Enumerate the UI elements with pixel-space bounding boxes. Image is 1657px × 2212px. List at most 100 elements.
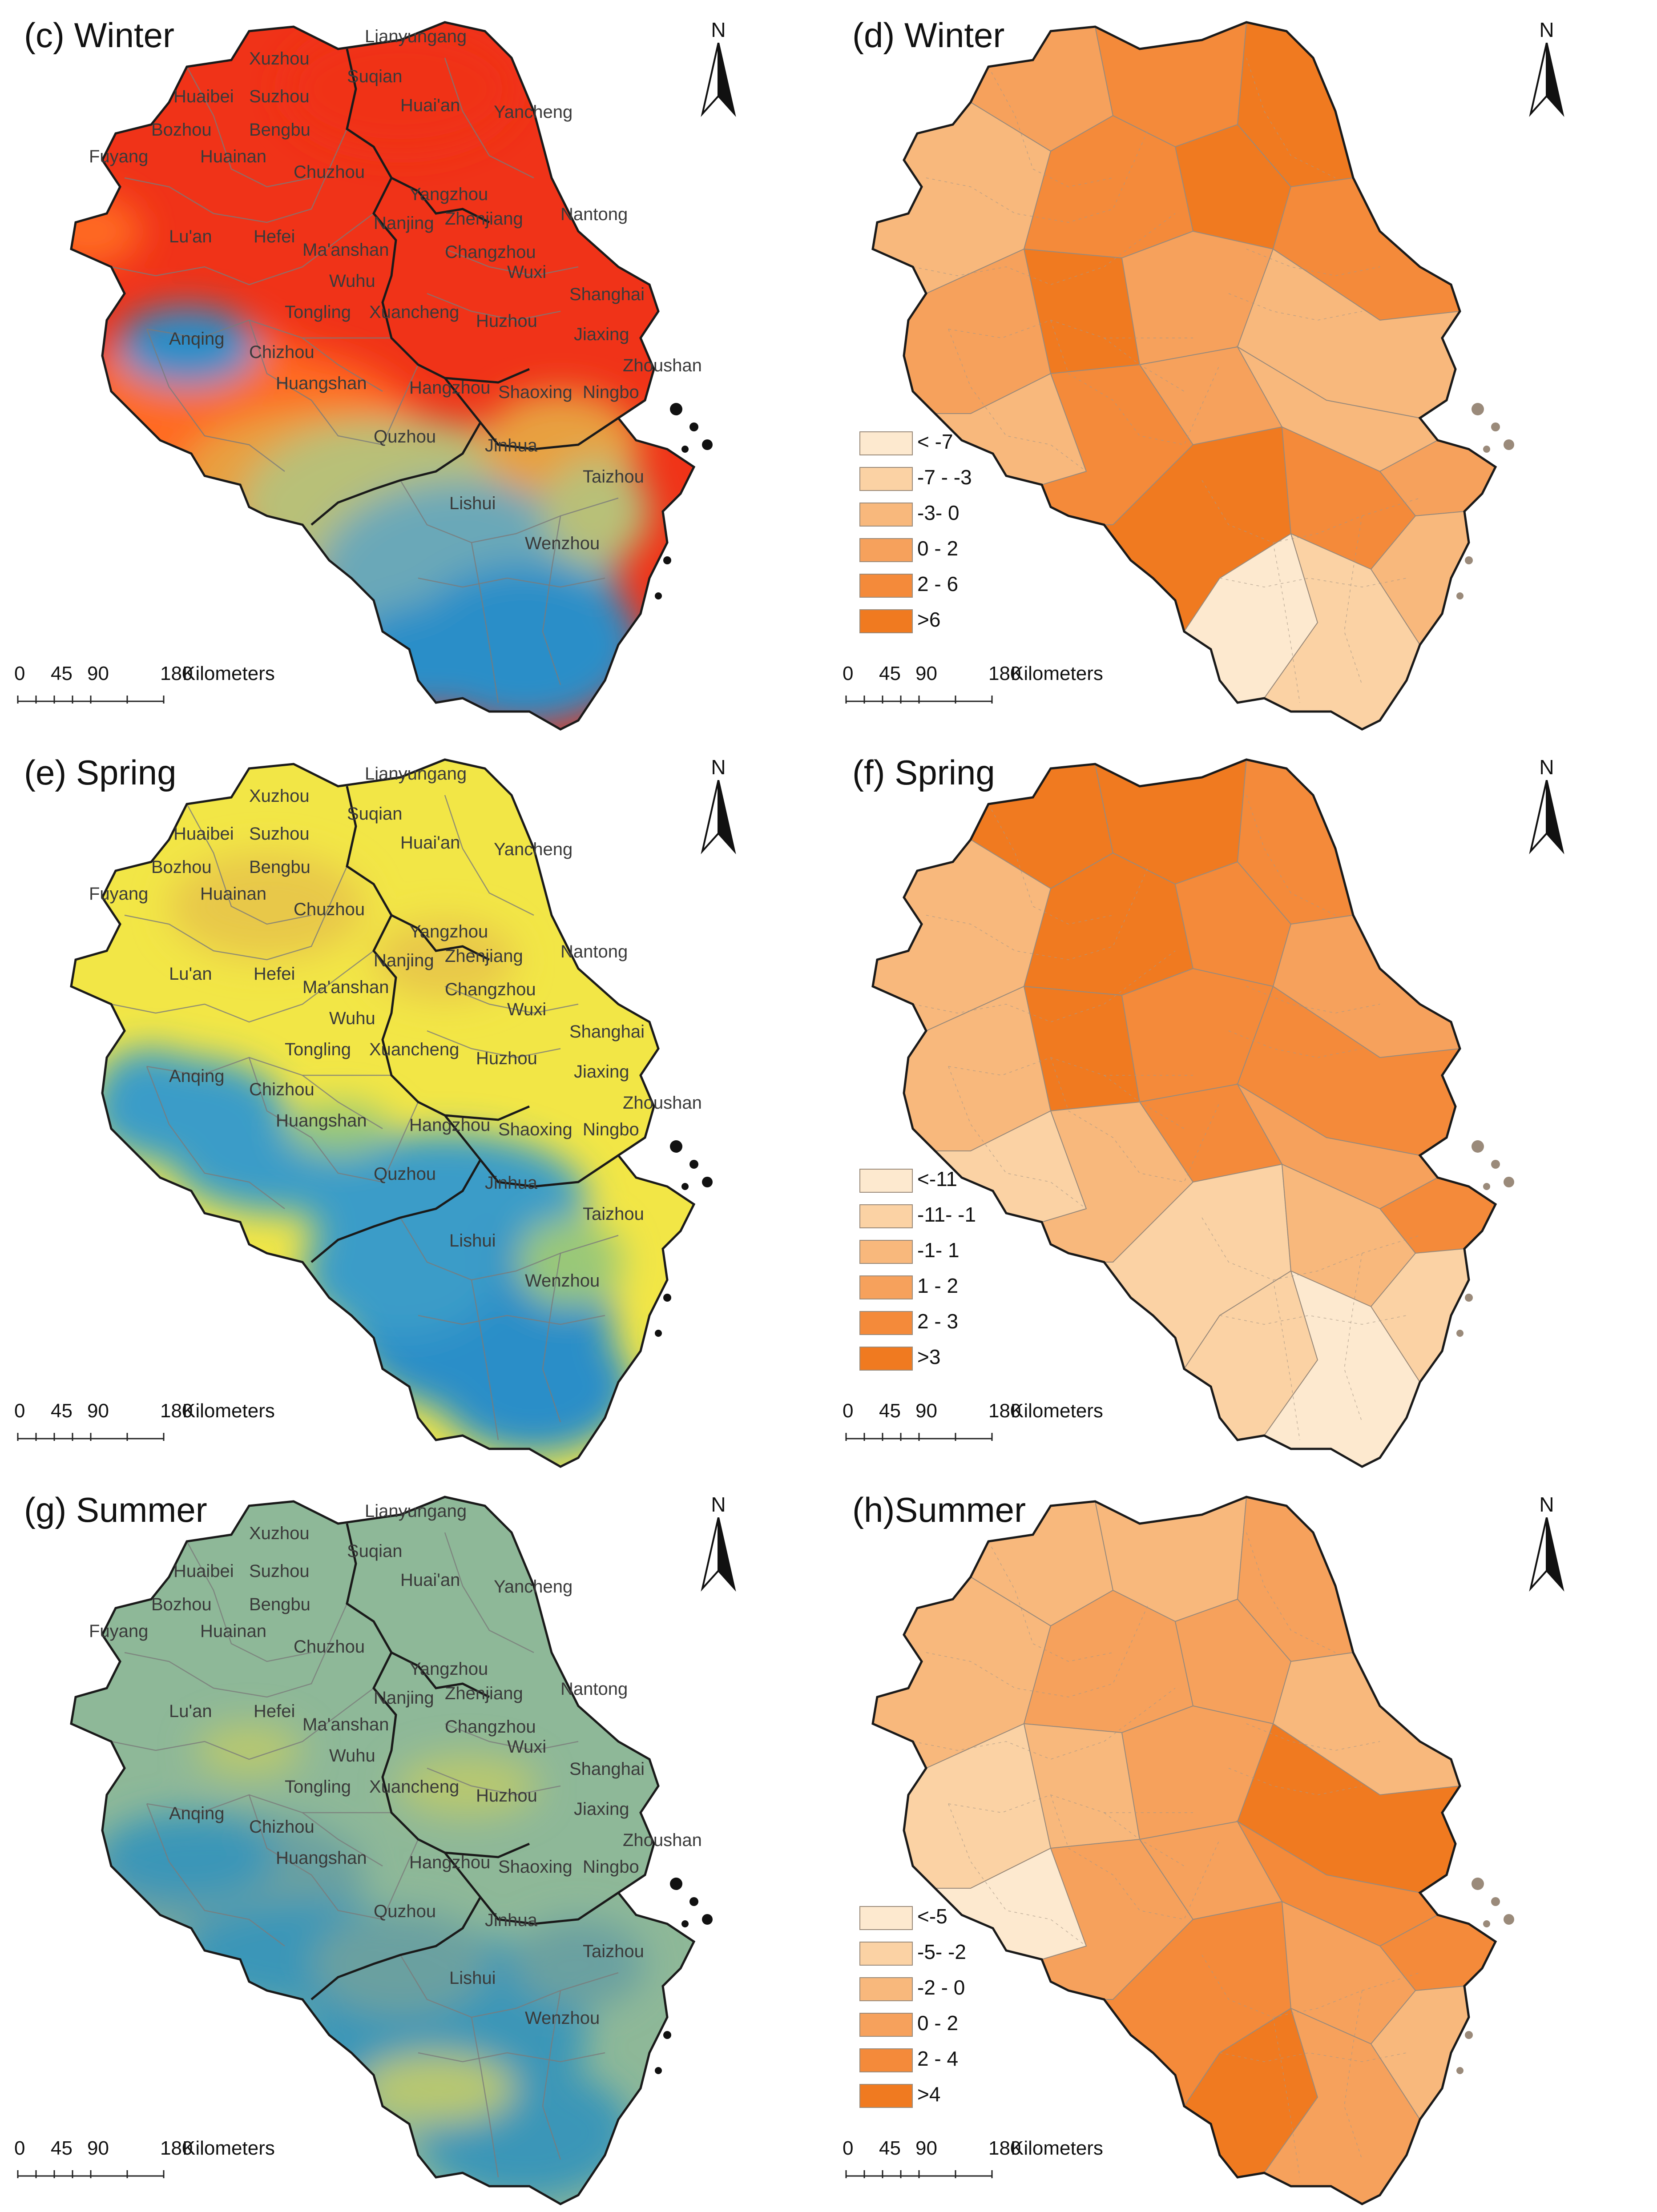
city-label: Jiaxing [574, 325, 629, 344]
city-label: Bengbu [249, 1595, 310, 1614]
district-line [1246, 1532, 1336, 1653]
city-label: Zhenjiang [445, 946, 523, 966]
raster-patch [543, 458, 649, 565]
city-label: Nantong [560, 942, 628, 961]
panel-title: (e) Spring [24, 753, 177, 792]
legend-label: 1 - 2 [917, 1274, 959, 1297]
legend-label: >3 [917, 1345, 941, 1368]
north-arrow-icon [1529, 780, 1564, 855]
map-panel-f: (f) Spring <-11 -11- -1 -1- 1 1 - 2 2 - 3 >3 N 0… [828, 737, 1657, 1475]
raster-patch [196, 1724, 302, 1777]
city-label: Taizhou [583, 1942, 644, 1961]
scale-tick-label: 45 [879, 1400, 901, 1422]
district-boundary [111, 1688, 374, 1760]
raster-patch [285, 1102, 391, 1155]
city-label: Wuxi [507, 262, 547, 282]
legend-swatch [859, 431, 913, 455]
legend-item: 0 - 2 [859, 534, 1046, 569]
province-border [310, 422, 482, 526]
legend-item: >4 [859, 2079, 1046, 2115]
island [1465, 556, 1473, 564]
district-boundary [444, 248, 579, 277]
island [681, 1183, 689, 1190]
city-label: Anqing [169, 1804, 225, 1823]
district-line [912, 213, 1176, 285]
city-label: Yangzhou [409, 185, 488, 204]
district-line [1246, 986, 1380, 1013]
city-label: Huainan [200, 1621, 267, 1641]
legend-item: 1 - 2 [859, 1271, 1046, 1307]
city-label: Hefei [254, 227, 295, 246]
city-label: Shaoxing [498, 1857, 572, 1877]
legend-swatch [859, 609, 913, 633]
district-line [1246, 795, 1336, 916]
scale-tick-label: 180 [160, 2137, 193, 2159]
raster-patch [116, 307, 258, 387]
city-label: Wenzhou [525, 2008, 600, 2028]
city-label: Suqian [347, 1541, 403, 1561]
city-label: Nanjing [374, 213, 434, 233]
city-label: Changzhou [445, 242, 536, 262]
island [1504, 439, 1514, 450]
scale-bar-graphic [17, 1433, 165, 1441]
city-label: Ma'anshan [302, 240, 389, 260]
district-boundary [186, 804, 312, 925]
city-label: Huaibei [173, 87, 234, 106]
north-arrow: N [694, 1492, 743, 1595]
north-arrow: N [1522, 18, 1571, 120]
scale-tick-label: 45 [879, 663, 901, 684]
island [1491, 422, 1500, 431]
district-boundary [418, 2052, 605, 2063]
north-arrow-icon [1529, 1517, 1564, 1592]
district-line [926, 129, 1149, 223]
district-line [1104, 1075, 1185, 1129]
panel-title: (c) Winter [24, 16, 174, 55]
district-line [1273, 1279, 1300, 1440]
city-label: Chizhou [249, 342, 314, 362]
raster-patch [374, 920, 516, 1000]
north-arrow-icon [701, 780, 736, 855]
city-label: Bengbu [249, 857, 310, 877]
legend-label: <-5 [917, 1905, 947, 1928]
scale-tick-label: 90 [87, 1400, 109, 1422]
city-label: Wuxi [507, 1000, 547, 1019]
city-label: Yancheng [494, 840, 573, 859]
city-label: Wuhu [329, 271, 375, 291]
legend-item: >3 [859, 1342, 1046, 1378]
legend-item: -3- 0 [859, 498, 1046, 534]
legend-swatch [859, 2048, 913, 2072]
legend-label: >6 [917, 608, 941, 631]
city-label: Lu'an [169, 1701, 212, 1721]
city-label: Wuhu [329, 1746, 375, 1766]
city-label: Shanghai [569, 285, 645, 304]
island [1491, 1160, 1500, 1169]
city-label: Quzhou [374, 427, 436, 446]
scale-tick-label: 180 [988, 1400, 1021, 1422]
region-outline [871, 1496, 1497, 2205]
island [670, 403, 682, 415]
district-line [1344, 515, 1363, 685]
district-boundary [427, 1767, 561, 1796]
region-outline [871, 21, 1497, 731]
panel-title: (g) Summer [24, 1490, 207, 1529]
city-label: Huainan [200, 147, 267, 166]
scale-tick-label: 45 [879, 2137, 901, 2159]
district-polygon [1263, 2007, 1421, 2204]
island [1456, 2067, 1463, 2074]
district-boundary [146, 329, 285, 472]
city-label: Jinhua [485, 436, 537, 455]
district-boundary [471, 1279, 499, 1440]
legend-item: 2 - 3 [859, 1307, 1046, 1342]
map-panel-e: (e) Spring Lianyungang Xuzhou Suqian Huaibei… [0, 737, 828, 1475]
district-boundary [399, 1955, 619, 2018]
legend-item: -1- 1 [859, 1235, 1046, 1271]
city-label: Zhoushan [623, 1830, 702, 1850]
scale-tick-label: 0 [14, 2137, 25, 2159]
city-label: Yangzhou [409, 1659, 488, 1679]
district-boundary [444, 795, 534, 916]
city-label: Huzhou [476, 311, 537, 331]
legend-swatch [859, 1977, 913, 2001]
scale-tick-label: 45 [51, 2137, 73, 2159]
district-line [1246, 1723, 1380, 1751]
raster-patch [347, 605, 507, 712]
